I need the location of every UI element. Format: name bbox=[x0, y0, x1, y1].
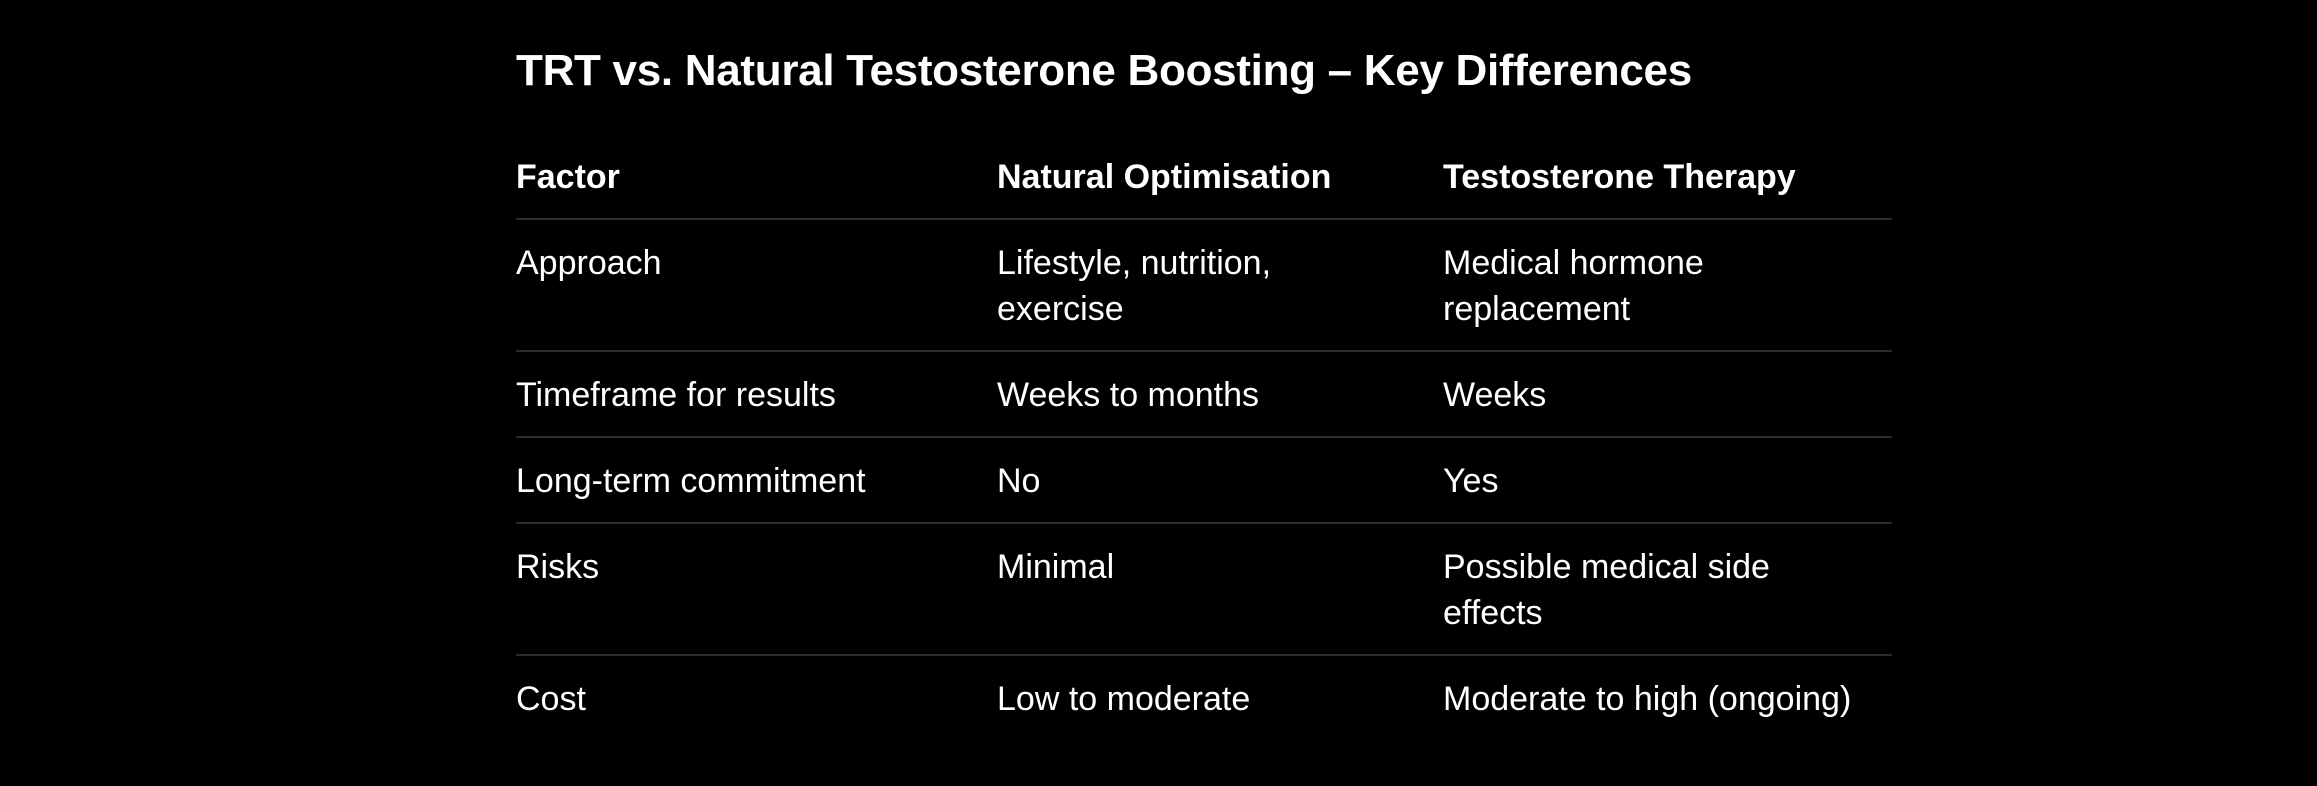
cell-therapy: Medical hormone replacement bbox=[1443, 219, 1892, 352]
table-row-approach: Approach Lifestyle, nutrition, exercise … bbox=[516, 219, 1892, 352]
cell-factor: Approach bbox=[516, 219, 997, 352]
cell-therapy: Yes bbox=[1443, 437, 1892, 524]
cell-therapy: Moderate to high (ongoing) bbox=[1443, 680, 1852, 718]
cell-natural: Minimal bbox=[997, 523, 1443, 656]
comparison-table: Factor Natural Optimisation Testosterone… bbox=[516, 154, 1892, 740]
cell-factor: Timeframe for results bbox=[516, 351, 997, 438]
table-row-commitment: Long-term commitment No Yes bbox=[516, 437, 1892, 524]
cell-factor: Cost bbox=[516, 680, 586, 718]
cell-natural: Lifestyle, nutrition, exercise bbox=[997, 219, 1443, 352]
cell-therapy: Possible medical side effects bbox=[1443, 523, 1892, 656]
column-header-therapy: Testosterone Therapy bbox=[1443, 154, 1892, 220]
cell-natural: Low to moderate bbox=[997, 680, 1251, 718]
article-content: TRT vs. Natural Testosterone Boosting – … bbox=[516, 0, 1892, 740]
table-row-cost: Cost Low to moderate Moderate to high (o… bbox=[516, 655, 1892, 740]
column-header-factor: Factor bbox=[516, 154, 997, 220]
cell-natural: No bbox=[997, 437, 1443, 524]
page-title: TRT vs. Natural Testosterone Boosting – … bbox=[516, 46, 1692, 95]
table-row-risks: Risks Minimal Possible medical side effe… bbox=[516, 523, 1892, 656]
cell-factor: Risks bbox=[516, 523, 997, 656]
table-header-row: Factor Natural Optimisation Testosterone… bbox=[516, 154, 1892, 220]
cell-therapy: Weeks bbox=[1443, 351, 1892, 438]
cell-factor: Long-term commitment bbox=[516, 437, 997, 524]
column-header-natural: Natural Optimisation bbox=[997, 154, 1443, 220]
cell-natural: Weeks to months bbox=[997, 351, 1443, 438]
table-row-timeframe: Timeframe for results Weeks to months We… bbox=[516, 351, 1892, 438]
